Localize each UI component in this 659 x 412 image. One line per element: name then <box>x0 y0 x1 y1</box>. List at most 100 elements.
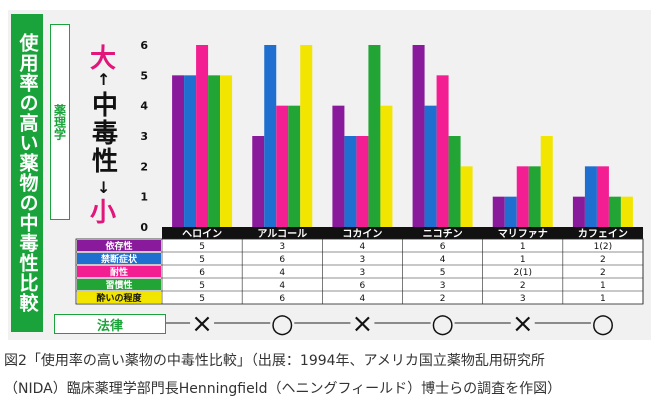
y-tick-label: 2 <box>140 160 148 173</box>
data-label: 4 <box>279 281 285 291</box>
bar <box>492 196 505 227</box>
bar <box>184 75 197 227</box>
pharmacology-label: 薬理学 <box>52 104 67 140</box>
scale-addiction-label: 中毒性 <box>91 91 118 177</box>
category-label: コカイン <box>342 228 382 240</box>
bar <box>460 166 473 227</box>
legend-label: 禁断症状 <box>101 253 138 265</box>
bar <box>620 196 633 227</box>
data-label: 3 <box>279 242 285 252</box>
bar <box>196 45 209 227</box>
y-tick-label: 1 <box>140 191 148 204</box>
data-label: 3 <box>360 255 366 265</box>
bar <box>288 105 301 227</box>
legend-label: 習慣性 <box>105 279 132 291</box>
legend-swatch <box>77 240 161 251</box>
y-tick-label: 4 <box>140 100 148 113</box>
category-label: アルコール <box>257 228 307 240</box>
legend-label: 依存性 <box>105 240 132 252</box>
data-label: 3 <box>440 281 446 291</box>
legal-symbol-bg <box>430 311 455 335</box>
bar <box>172 75 185 227</box>
illegal-mark: × <box>352 309 374 339</box>
data-label: 1 <box>520 242 526 252</box>
legend-swatch <box>77 292 161 303</box>
data-label: 5 <box>199 294 205 304</box>
bar <box>412 45 425 227</box>
data-label: 1 <box>600 281 606 291</box>
data-label: 5 <box>199 255 205 265</box>
bar <box>448 136 461 227</box>
category-label: カフェイン <box>578 228 628 240</box>
bar <box>436 75 449 227</box>
data-label: 4 <box>279 268 285 278</box>
data-label: 4 <box>360 242 366 252</box>
data-label: 6 <box>279 294 285 304</box>
table-body <box>75 238 644 305</box>
data-label: 6 <box>199 268 205 278</box>
caption-line-2: （NIDA）臨床薬理学部門長Henningfield（ヘニングフィールド）博士ら… <box>4 381 562 397</box>
bar <box>584 166 597 227</box>
category-label: マリファナ <box>498 228 548 240</box>
data-label: 2 <box>600 255 606 265</box>
legend-swatch <box>77 279 161 290</box>
legal-symbol-bg <box>270 311 295 335</box>
y-tick-label: 3 <box>140 130 148 143</box>
data-label: 1(2) <box>594 242 612 252</box>
legal-symbol-bg <box>190 311 215 335</box>
data-label: 2 <box>440 294 446 304</box>
bar <box>380 105 393 227</box>
legend-label: 耐性 <box>110 266 128 278</box>
bar <box>344 136 357 227</box>
bar <box>528 166 541 227</box>
y-tick-label: 6 <box>140 39 148 52</box>
data-label: 6 <box>279 255 285 265</box>
illegal-mark: × <box>512 309 534 339</box>
side-title: 使用率の高い薬物の中毒性比較 <box>11 14 43 332</box>
data-label: 5 <box>440 268 446 278</box>
category-label: ヘロイン <box>182 228 222 240</box>
arrow-up-icon: ↑ <box>97 70 111 89</box>
data-label: 1 <box>600 294 606 304</box>
pharmacology-label-box <box>50 24 70 220</box>
bar <box>608 196 621 227</box>
bar <box>252 136 265 227</box>
data-label: 4 <box>360 294 366 304</box>
data-label: 3 <box>520 294 526 304</box>
legal-mark: ○ <box>431 309 454 339</box>
y-tick-label: 5 <box>140 69 148 82</box>
data-label: 4 <box>440 255 446 265</box>
bar <box>504 196 517 227</box>
legend-swatch <box>77 253 161 264</box>
bar <box>368 45 381 227</box>
bar <box>596 166 609 227</box>
y-tick-label: 0 <box>140 221 148 234</box>
bar <box>540 136 553 227</box>
data-label: 2 <box>520 281 526 291</box>
legal-symbol-bg <box>350 311 375 335</box>
category-label: ニコチン <box>423 228 463 240</box>
legal-symbol-bg <box>510 311 535 335</box>
data-label: 3 <box>360 268 366 278</box>
caption-line-1: 図2「使用率の高い薬物の中毒性比較」（出展：1994年、アメリカ国立薬物乱用研究… <box>4 353 545 369</box>
data-label: 5 <box>199 281 205 291</box>
data-label: 1 <box>520 255 526 265</box>
scale-large-label: 大 <box>90 44 117 74</box>
data-label: 2(1) <box>514 268 532 278</box>
law-label: 法律 <box>96 318 123 334</box>
category-header-band <box>162 227 643 239</box>
bar <box>276 105 289 227</box>
bar <box>332 105 345 227</box>
legend-label: 酔いの程度 <box>96 292 142 304</box>
bar <box>424 105 437 227</box>
bar <box>208 75 221 227</box>
arrow-down-icon: ↓ <box>97 178 111 197</box>
bar <box>356 136 369 227</box>
data-label: 6 <box>440 242 446 252</box>
bar <box>300 45 313 227</box>
data-label: 2 <box>600 268 606 278</box>
bar <box>572 196 585 227</box>
bar <box>516 166 529 227</box>
law-label-box <box>54 314 166 334</box>
